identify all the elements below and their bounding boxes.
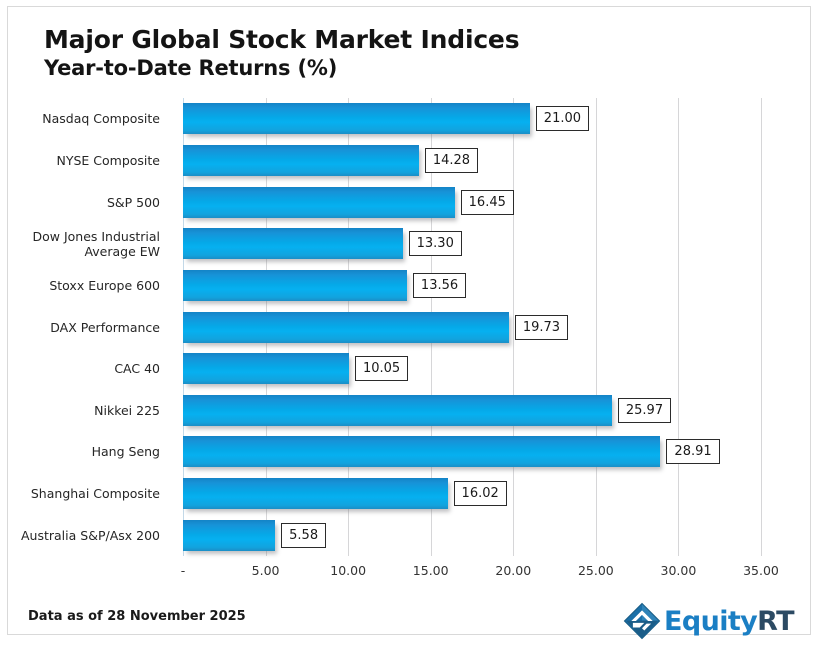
bar[interactable] [183, 478, 448, 510]
category-label: Australia S&P/Asx 200 [21, 527, 160, 543]
gridline [678, 98, 680, 556]
bar[interactable] [183, 519, 276, 551]
category-label: Dow Jones Industrial Average EW [32, 228, 160, 259]
brand-wordmark: EquityRT [664, 605, 795, 637]
x-axis-tick-label: 20.00 [495, 563, 532, 578]
x-axis-tick-label: 5.00 [251, 563, 280, 578]
category-label: NYSE Composite [56, 152, 160, 168]
gridline [595, 98, 597, 556]
x-axis-tick-label: 10.00 [330, 563, 367, 578]
page-subtitle: Year-to-Date Returns (%) [44, 56, 338, 80]
category-label: Nikkei 225 [94, 402, 160, 418]
bar-value-label: 14.28 [424, 147, 479, 173]
bar[interactable] [183, 436, 661, 468]
category-label: CAC 40 [114, 361, 160, 377]
category-label: Hang Seng [91, 444, 160, 460]
gridline [761, 98, 762, 556]
category-label: DAX Performance [50, 319, 160, 335]
category-label: S&P 500 [106, 194, 160, 210]
equityrt-diamond-logo [623, 602, 661, 640]
x-axis-tick-label: 25.00 [577, 563, 614, 578]
bar-value-label: 28.91 [666, 439, 720, 465]
bar[interactable] [183, 186, 455, 218]
chart-plot-wrapper: Nasdaq Composite NYSE Composite S&P 500 Dow… [8, 91, 810, 583]
value-axis: - 5.00 10.00 15.00 20.00 25.00 30.00 35.00 [176, 557, 779, 581]
x-axis-tick-label: 15.00 [412, 563, 449, 578]
bar[interactable] [183, 353, 349, 385]
bar[interactable] [183, 144, 419, 176]
bar-value-label: 5.58 [281, 522, 327, 548]
chart-card: Major Global Stock Market Indices Year-t… [7, 6, 811, 640]
category-axis: Nasdaq Composite NYSE Composite S&P 500 Dow… [8, 98, 168, 556]
bar-value-label: 19.73 [514, 314, 569, 340]
brand-rt-text: RT [757, 605, 794, 637]
bar-value-label: 13.56 [412, 272, 467, 298]
bar[interactable] [183, 228, 403, 260]
bar-value-label: 25.97 [617, 397, 672, 423]
bar-value-label: 13.30 [408, 231, 462, 257]
x-axis-tick-label: 30.00 [660, 563, 697, 578]
bar[interactable] [183, 311, 509, 343]
bar-value-label: 16.02 [453, 481, 507, 507]
brand-equity-text: Equity [664, 605, 758, 637]
bar-value-label: 21.00 [535, 106, 590, 132]
bar-value-label: 10.05 [354, 356, 409, 382]
data-as-of-note: Data as of 28 November 2025 [28, 609, 246, 624]
gridline [513, 98, 515, 556]
page-title: Major Global Stock Market Indices [44, 25, 520, 54]
category-label: Shanghai Composite [30, 486, 160, 502]
x-axis-tick-label: - [180, 563, 186, 578]
category-label: Nasdaq Composite [42, 111, 160, 127]
bar[interactable] [183, 394, 612, 426]
plot-area: 21.00 14.28 16.45 13.30 13.56 19.73 10.05 25.97… [176, 98, 768, 556]
category-label: Stoxx Europe 600 [49, 277, 160, 293]
x-axis-tick-label: 35.00 [743, 563, 779, 578]
bar[interactable] [183, 269, 407, 301]
bar-value-label: 16.45 [460, 189, 514, 215]
equityrt-logo: EquityRT [623, 599, 795, 643]
bar[interactable] [183, 103, 530, 135]
chart-title-block: Major Global Stock Market Indices Year-t… [44, 25, 684, 81]
